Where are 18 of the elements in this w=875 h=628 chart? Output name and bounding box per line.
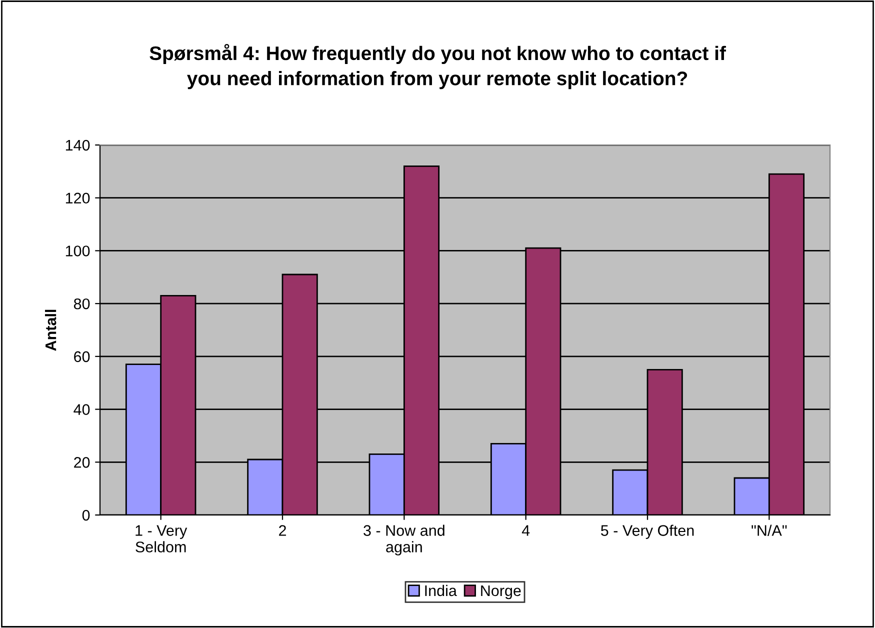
y-tick-label: 120 <box>66 192 90 204</box>
y-tick-label: 20 <box>74 457 90 468</box>
x-tick-label: "N/A" <box>752 524 787 536</box>
y-axis-title: Antall <box>44 310 56 351</box>
y-tick-label: 60 <box>74 351 90 362</box>
x-tick-label: 5 - Very Often <box>600 524 694 539</box>
x-tick-label: 2 <box>279 525 286 536</box>
x-tick-label: 1 - Very Seldom <box>136 525 188 552</box>
x-tick-label: 4 <box>522 525 530 536</box>
legend-label: India <box>425 584 457 596</box>
y-tick-label: 0 <box>82 510 90 521</box>
chart-title: Spørsmål 4: How frequently do you not know who to contact if you need information from your remote split location? <box>150 44 726 90</box>
y-tick-label: 80 <box>74 298 90 310</box>
y-tick-label: 100 <box>66 246 90 256</box>
x-tick-label: 3 - Now and again <box>364 524 444 556</box>
legend-label: Norge <box>481 585 521 600</box>
y-tick-label: 140 <box>66 140 90 151</box>
y-tick-label: 40 <box>74 404 90 415</box>
